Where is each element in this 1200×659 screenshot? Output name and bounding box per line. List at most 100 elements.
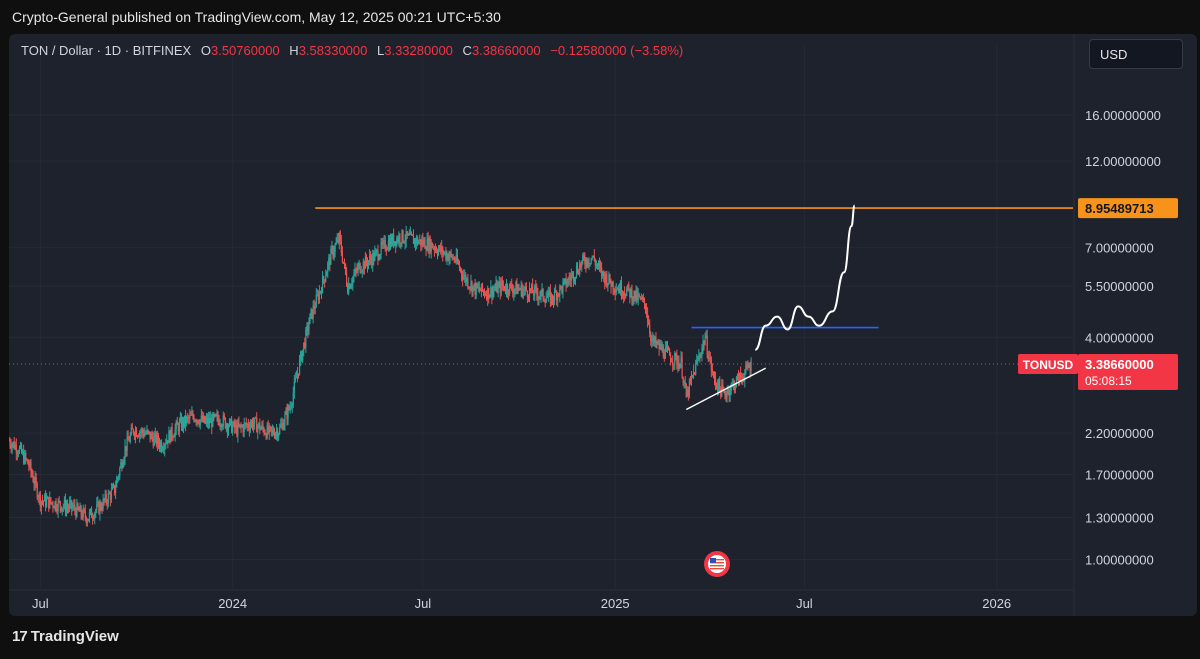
candle-body [605,274,607,284]
tradingview-logo[interactable]: 17 TradingView [12,628,119,645]
candle-body [617,288,619,291]
candle-body [551,294,554,300]
candle-body [580,264,582,267]
candle-body [704,337,706,345]
currency-selector[interactable]: USD [1089,39,1183,69]
candle-body [539,296,541,298]
candle-body [134,429,137,437]
candle-body [446,254,448,260]
candle-body [395,241,397,246]
candle-body [165,443,167,445]
candle-body [427,238,429,252]
candle-body [294,378,296,382]
candle-body [9,440,10,442]
candle-body [612,281,614,290]
candle-body [269,426,271,428]
candle-body [76,503,78,517]
candle-body [104,494,106,501]
candle-body [55,501,57,510]
candle-body [595,264,597,266]
candle-body [625,295,627,296]
candle-body [543,298,545,301]
candle-body [302,349,304,361]
candle-body [150,433,152,440]
candle-body [700,355,702,357]
candle-body [152,437,154,446]
trendline-line [685,367,767,411]
legend-close-value: 3.38660000 [471,43,541,58]
x-tick-label: Jul [415,596,432,611]
candle-body [303,342,305,350]
candle-body [556,292,558,301]
candle-body [236,425,238,436]
candle-body [560,285,562,287]
candle-body [420,239,422,246]
candle-body [13,441,15,449]
candle-body [405,231,407,241]
price-chart[interactable]: 16.00000000 12.00000000 7.00000000 5.500000… [9,34,1197,616]
candle-body [728,389,730,396]
candle-body [606,274,608,287]
chart-frame[interactable]: 16.00000000 12.00000000 7.00000000 5.500000… [9,34,1197,616]
candle-body [211,418,213,427]
candle-body [386,248,388,250]
resistance-level-value: 8.95489713 [1085,201,1154,216]
candle-body [578,272,580,275]
candle-body [374,251,376,261]
candle-body [29,461,31,467]
candle-body [202,416,205,422]
candle-body [656,343,658,345]
candle-body [149,431,151,440]
candle-body [352,277,354,284]
legend-symbol[interactable]: TON / Dollar · 1D · BITFINEX [21,43,192,58]
candle-body [15,444,17,454]
tradingview-logo-icon: 17 [12,628,28,645]
candle-body [14,444,16,449]
candle-body [574,276,577,280]
candle-body [387,240,390,249]
flag-marker [704,551,730,577]
flag-icon-stripe [710,562,724,564]
candle-body [733,382,735,390]
candle-body [489,294,491,299]
candle-body [301,352,303,361]
y-tick-label: 16.00000000 [1085,108,1161,123]
candle-body [247,423,249,428]
candle-body [622,293,625,297]
candle-body [120,462,122,468]
x-axis: Jul 2024 Jul 2025 Jul 2026 [32,596,1011,611]
candle-body [468,287,470,288]
candle-body [407,234,409,236]
candle-body [500,281,502,293]
candle-body [203,416,206,423]
candle-body [349,284,351,289]
price-tags: 8.95489713 TONUSD 3.38660000 05:08:15 [1018,198,1178,390]
candle-body [712,372,715,374]
candle-body [665,346,668,348]
candle-body [659,344,661,349]
candle-body [51,502,53,504]
candle-body [179,418,182,422]
candle-body [641,297,643,300]
candle-body [78,508,80,512]
candle-body [271,429,273,431]
candle-body [98,502,100,514]
candle-body [292,392,294,404]
candle-body [680,357,682,365]
candle-body [459,268,462,270]
candle-body [356,270,358,271]
candle-body [448,256,450,261]
candle-body [521,284,523,297]
candle-body [734,385,737,390]
candle-body [111,486,114,490]
candle-body [41,501,44,502]
candle-body [563,279,565,283]
candle-body [193,416,195,422]
candle-body [38,493,40,498]
candle-body [709,357,711,359]
candle-body [421,239,423,246]
candle-body [189,414,191,419]
candle-body [101,508,103,510]
candle-body [440,245,442,252]
candle-body [46,499,48,507]
